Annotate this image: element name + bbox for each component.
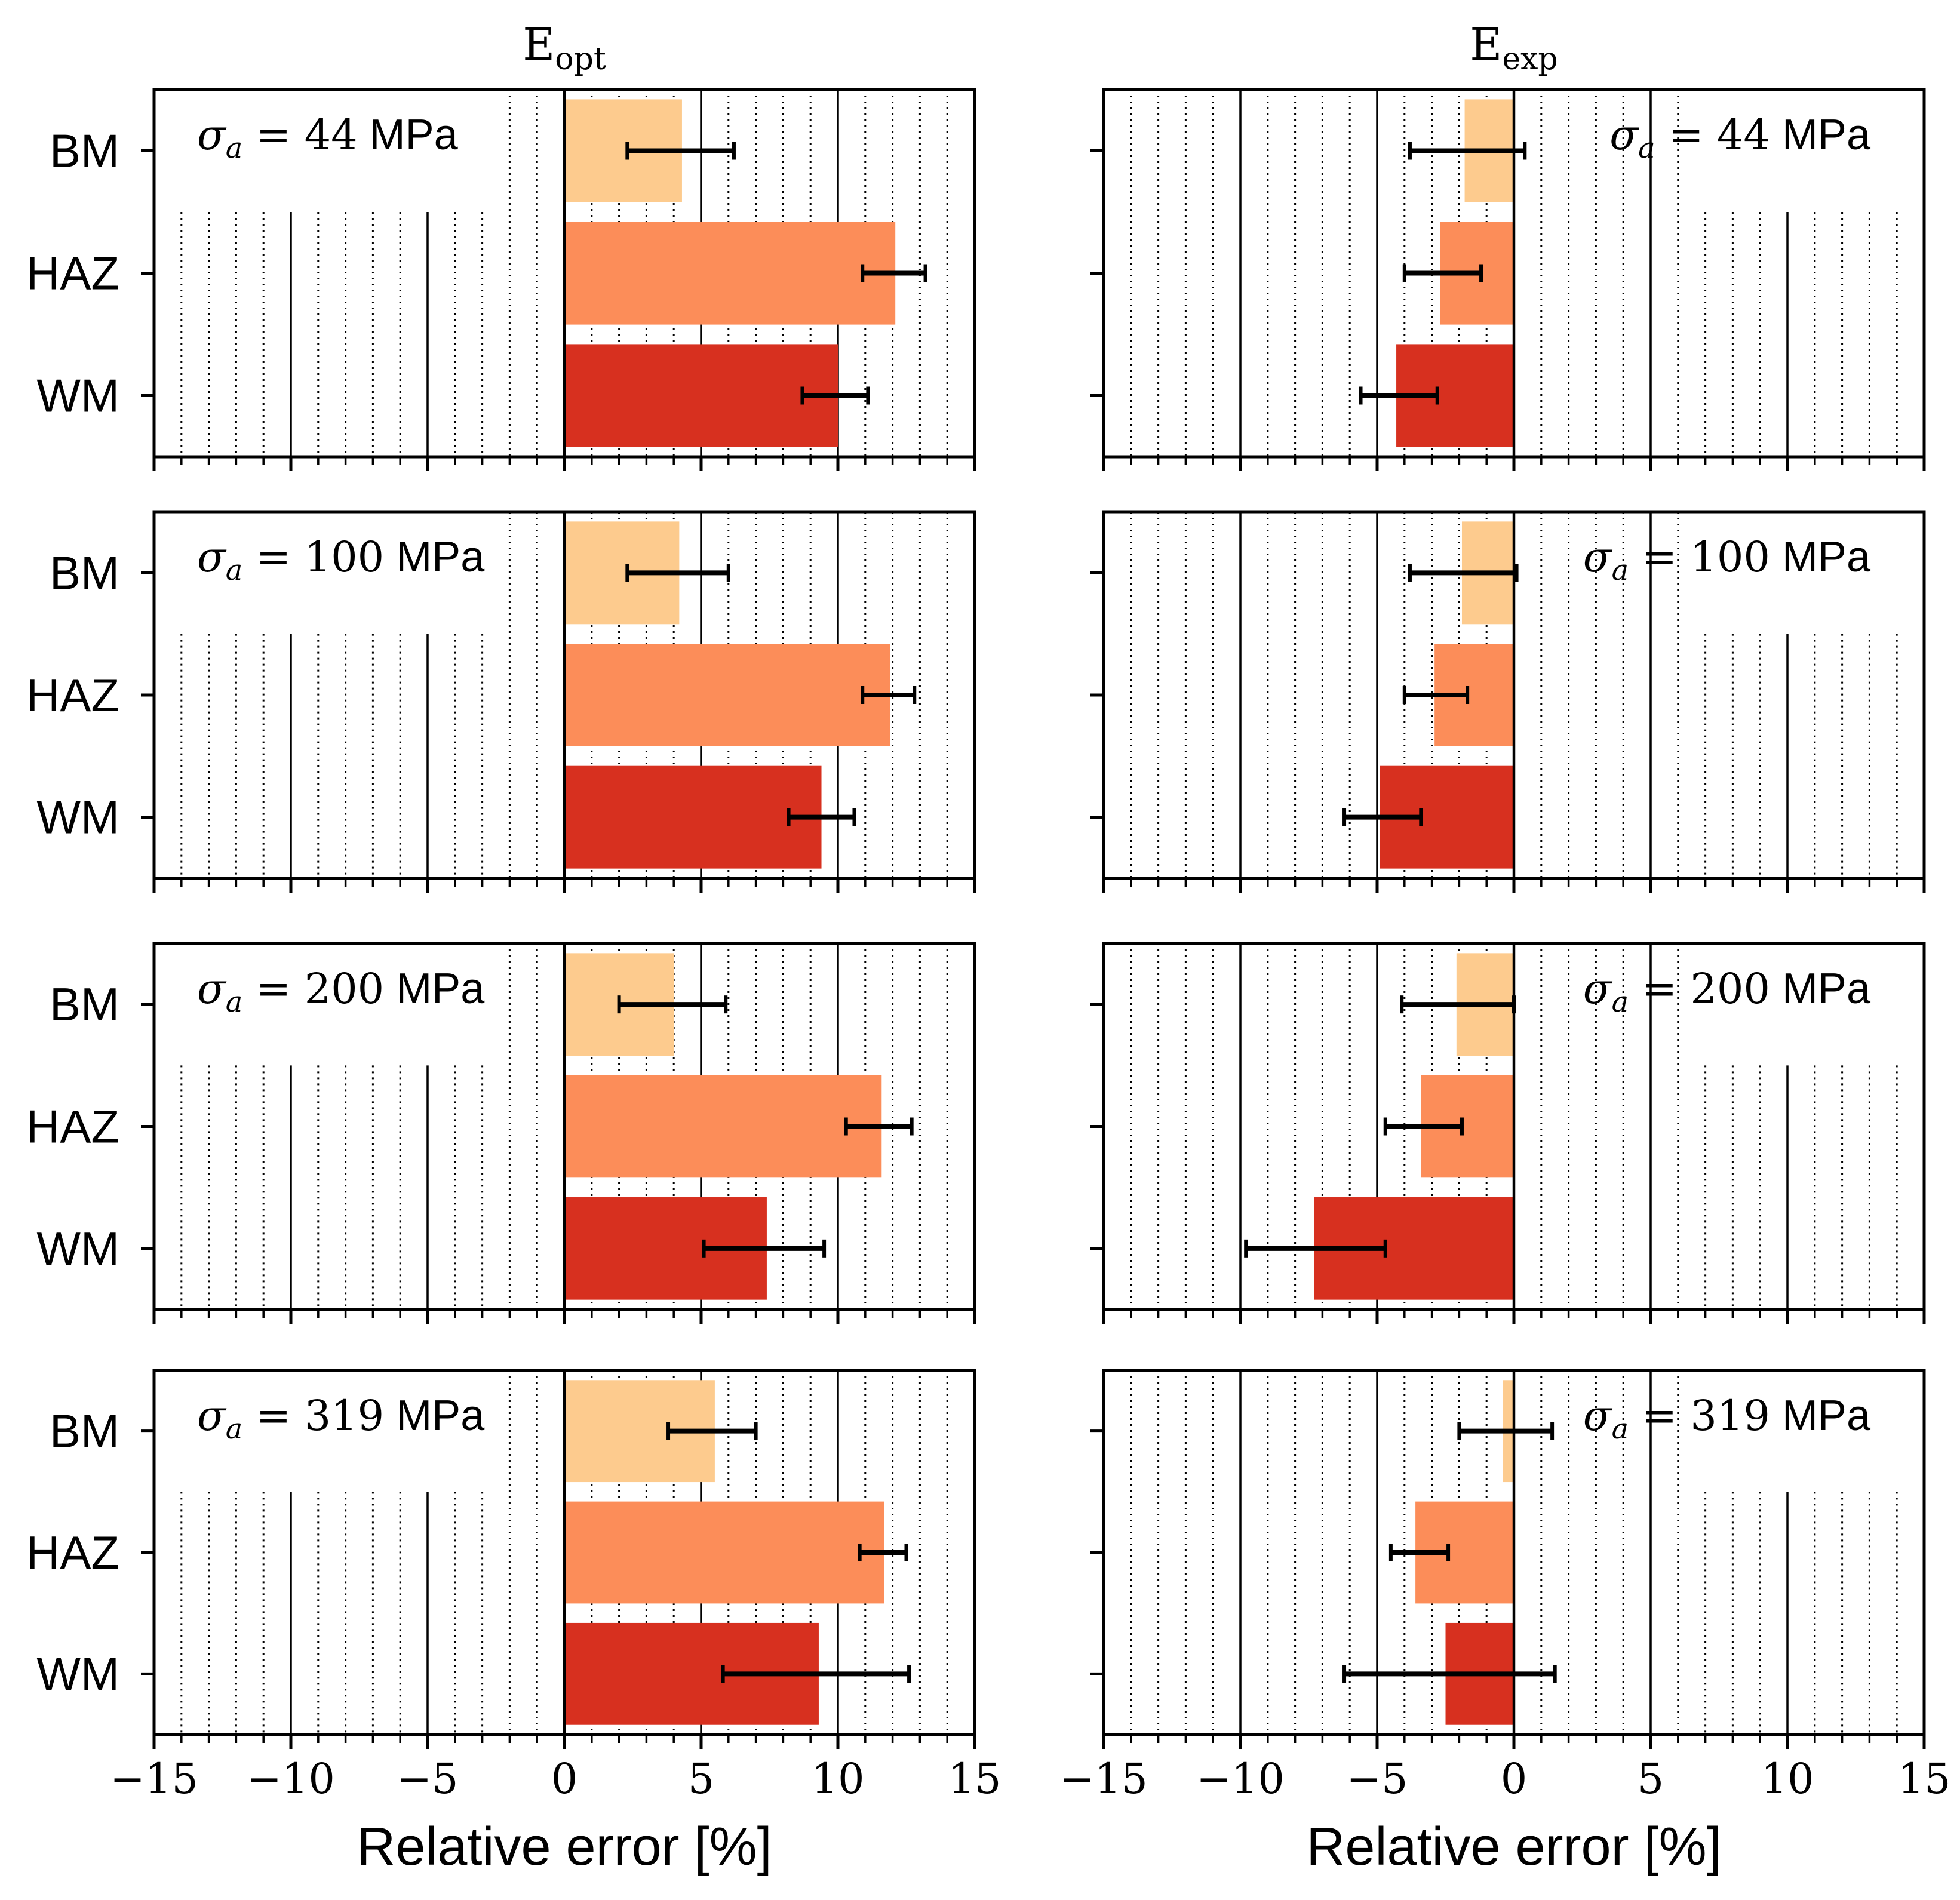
stress-amplitude-label: σa = 200 MPa: [1583, 964, 1871, 1019]
stress-amplitude-label: σa = 319 MPa: [1583, 1391, 1871, 1446]
y-tick-label-haz: HAZ: [26, 1100, 119, 1153]
y-tick-label-haz: HAZ: [26, 247, 119, 300]
error-bar-bm: [666, 1422, 758, 1440]
bar-haz: [564, 644, 890, 746]
y-tick-label-bm: BM: [50, 546, 119, 599]
error-bar-bm: [1408, 142, 1527, 160]
y-tick-label-bm: BM: [50, 1405, 119, 1458]
x-tick-label: 10: [811, 1754, 864, 1803]
stress-amplitude-label: σa = 100 MPa: [1583, 533, 1871, 587]
x-tick-label: 0: [551, 1754, 578, 1803]
error-bar-haz: [861, 264, 927, 282]
y-tick-label-wm: WM: [36, 370, 119, 422]
x-tick-label: 15: [948, 1754, 1001, 1803]
panel-r1-e-exp: σa = 44 MPa: [1090, 88, 1926, 471]
stress-amplitude-label: σa = 44 MPa: [197, 110, 459, 165]
bar-wm: [564, 344, 838, 447]
error-bar-bm: [625, 564, 730, 582]
error-bar-haz: [1402, 264, 1483, 282]
error-bar-haz: [858, 1544, 908, 1561]
stress-amplitude-label: σa = 44 MPa: [1609, 110, 1871, 165]
x-tick-label: 0: [1501, 1754, 1528, 1803]
x-axis-label: Relative error [%]: [357, 1817, 772, 1877]
y-tick-label-bm: BM: [50, 978, 119, 1031]
x-tick-label: −15: [110, 1754, 198, 1803]
stress-amplitude-label: σa = 200 MPa: [197, 964, 485, 1019]
error-bar-haz: [1388, 1544, 1451, 1561]
x-tick-label: −15: [1059, 1754, 1148, 1803]
x-tick-label: 10: [1761, 1754, 1814, 1803]
error-bar-wm: [787, 808, 856, 826]
error-bar-wm: [1342, 1665, 1557, 1683]
error-bar-haz: [1402, 686, 1470, 704]
panel-r3-e-opt: BM HAZ WM σa = 200 MPa: [26, 942, 976, 1324]
panel-r1-e-opt: BM HAZ WM σa = 44 MPa: [26, 88, 976, 471]
error-bar-wm: [1342, 808, 1423, 826]
error-bar-wm: [1244, 1239, 1387, 1258]
error-bar-haz: [861, 686, 917, 704]
stress-amplitude-label: σa = 319 MPa: [197, 1391, 485, 1446]
panel-r2-e-opt: BM HAZ WM σa = 100 MPa: [26, 510, 976, 893]
error-bar-bm: [1400, 995, 1516, 1014]
column-title-exp: Eexp: [1470, 19, 1557, 77]
error-bar-bm: [617, 995, 728, 1014]
x-tick-label: 5: [688, 1754, 715, 1803]
y-tick-label-haz: HAZ: [26, 669, 119, 721]
x-tick-label: −10: [1196, 1754, 1285, 1803]
error-bar-wm: [702, 1239, 827, 1258]
panel-r3-e-exp: σa = 200 MPa: [1090, 942, 1926, 1324]
bar-wm: [564, 765, 822, 869]
y-tick-label-bm: BM: [50, 125, 119, 177]
panel-r4-e-exp: σa = 319 MPa −15 −10 −5 0 5 10 15 Relative error…: [1059, 1369, 1951, 1877]
x-tick-label: −5: [1346, 1754, 1408, 1803]
error-bar-wm: [721, 1665, 911, 1683]
stress-amplitude-label: σa = 100 MPa: [197, 533, 485, 587]
y-tick-label-wm: WM: [36, 791, 119, 844]
x-tick-label: 5: [1638, 1754, 1664, 1803]
error-bar-bm: [1457, 1422, 1555, 1440]
x-axis-label: Relative error [%]: [1306, 1817, 1721, 1877]
bar-haz: [564, 1075, 882, 1178]
x-tick-label: −10: [247, 1754, 335, 1803]
panel-r4-e-opt: BM HAZ WM σa = 319 MPa −15 −10 −5 0 5 10 15 Relativ…: [26, 1369, 1001, 1877]
x-tick-label: 15: [1897, 1754, 1950, 1803]
x-tick-label: −5: [397, 1754, 458, 1803]
bar-haz: [564, 222, 896, 325]
error-bar-bm: [625, 142, 736, 160]
y-tick-label-wm: WM: [36, 1222, 119, 1275]
error-bar-bm: [1408, 564, 1519, 582]
y-tick-label-haz: HAZ: [26, 1526, 119, 1579]
error-bar-wm: [800, 386, 870, 405]
y-tick-label-wm: WM: [36, 1647, 119, 1700]
error-bar-wm: [1359, 386, 1439, 405]
column-title-opt: Eopt: [523, 19, 606, 77]
bar-haz: [564, 1501, 884, 1604]
error-bar-haz: [844, 1117, 914, 1136]
error-bar-haz: [1383, 1117, 1464, 1136]
panel-r2-e-exp: σa = 100 MPa: [1090, 510, 1926, 893]
